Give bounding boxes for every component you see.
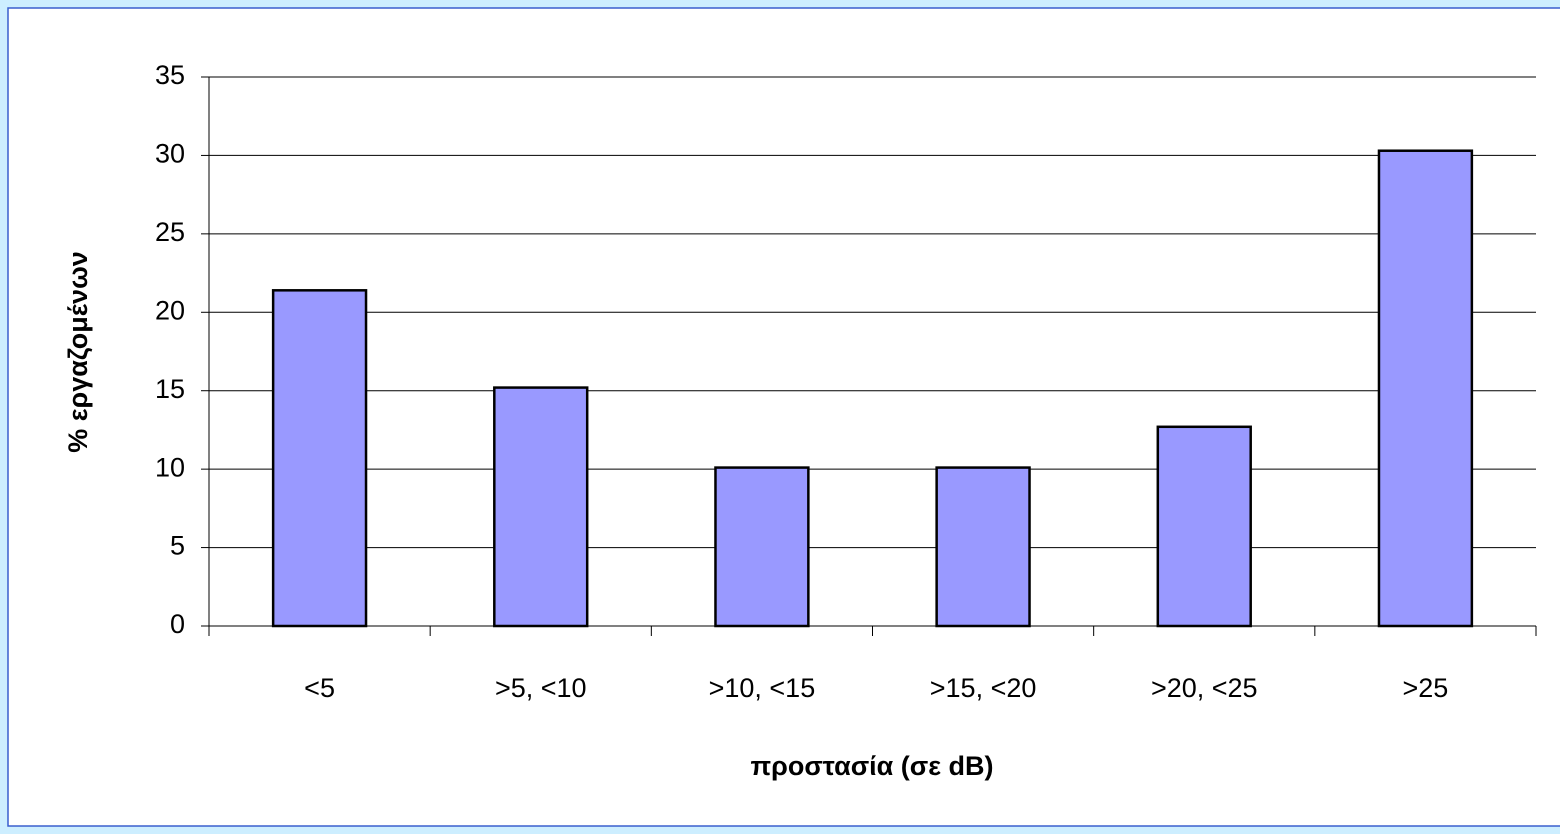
y-tick-label: 20 bbox=[155, 295, 185, 325]
x-axis-title: προστασία (σε dB) bbox=[750, 751, 993, 781]
y-tick-label: 10 bbox=[155, 452, 185, 482]
x-tick-label: >15, <20 bbox=[930, 673, 1037, 703]
bar bbox=[1156, 425, 1252, 628]
y-tick-label: 25 bbox=[155, 217, 185, 247]
bar bbox=[714, 466, 810, 628]
bar bbox=[935, 466, 1031, 628]
chart-frame bbox=[7, 7, 1560, 827]
x-tick-label: >25 bbox=[1403, 673, 1449, 703]
y-axis-title: % εργαζομένων bbox=[63, 251, 93, 453]
x-tick-label: >10, <15 bbox=[709, 673, 816, 703]
x-tick-label: >5, <10 bbox=[495, 673, 587, 703]
bar bbox=[493, 386, 589, 628]
bar bbox=[271, 289, 368, 628]
y-tick-label: 15 bbox=[155, 374, 185, 404]
x-tick-label: <5 bbox=[304, 673, 335, 703]
y-tick-label: 5 bbox=[170, 531, 185, 561]
x-tick-label: >20, <25 bbox=[1151, 673, 1258, 703]
y-tick-label: 0 bbox=[170, 609, 185, 639]
y-tick-label: 30 bbox=[155, 139, 185, 169]
bar bbox=[1377, 149, 1474, 628]
y-tick-label: 35 bbox=[155, 60, 185, 90]
